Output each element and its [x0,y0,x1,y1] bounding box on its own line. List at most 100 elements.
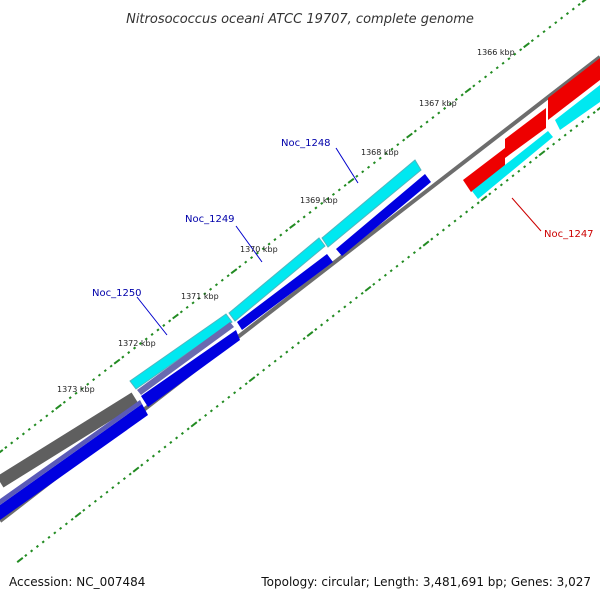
minor-tick [519,48,523,52]
minor-tick [577,3,581,7]
minor-tick [88,504,92,508]
gene-label-noc-1250: Noc_1250 [92,288,142,299]
minor-tick [150,332,154,336]
minor-tick [355,174,359,178]
minor-tick [366,165,371,169]
minor-tick [279,355,283,359]
gene-noc-1247[interactable]: Noc_1247 [463,58,600,240]
minor-tick [361,170,365,174]
minor-tick [121,355,125,359]
minor-tick [261,247,265,251]
minor-tick [162,323,166,327]
minor-tick [447,224,451,228]
minor-tick [563,133,567,137]
minor-tick [581,120,585,124]
minor-tick [476,201,480,205]
minor-tick [168,319,172,323]
minor-tick [180,431,184,435]
minor-tick [465,210,469,214]
minor-tick [92,378,96,382]
gene-label-noc-1248: Noc_1248 [281,138,331,149]
minor-tick [436,233,440,237]
minor-tick [291,346,295,350]
minor-tick [389,269,393,273]
minor-tick [314,206,318,210]
outer-tick-track [0,0,587,454]
minor-tick [511,174,515,178]
major-tick [132,466,140,473]
kbp-label: 1368 kbp [361,148,399,157]
minor-tick [214,283,219,287]
minor-tick [227,395,231,399]
gene-noc-1247-segment-b [505,108,546,158]
major-tick [190,421,198,428]
minor-tick [430,237,434,241]
minor-tick [179,310,183,314]
gene-blue-lower-band [0,404,148,520]
minor-tick [454,97,458,101]
minor-tick [267,364,271,368]
minor-tick [86,382,90,386]
minor-tick [39,418,43,422]
minor-tick [402,138,406,142]
minor-tick [244,260,248,264]
minor-tick [238,386,242,390]
minor-tick [489,70,493,74]
gene-noc-1248-leader [335,147,359,184]
minor-tick [279,233,283,237]
minor-tick [419,125,423,129]
minor-tick [390,147,394,151]
minor-tick [560,16,564,20]
gene-noc-1249-leader [235,225,263,263]
major-tick [230,268,238,275]
minor-tick [220,278,224,282]
kbp-labels: 1366 kbp 1367 kbp 1368 kbp 1369 kbp 1370… [57,48,515,394]
minor-tick [571,7,575,11]
minor-tick [542,30,546,34]
minor-tick [325,318,329,322]
minor-tick [478,79,482,83]
gene-noc-1247-leader [511,197,542,232]
minor-tick [343,305,347,309]
minor-tick [337,309,341,313]
gene-noc-1250[interactable]: Noc_1250 [92,288,240,407]
minor-tick [443,106,447,110]
major-tick [55,403,62,410]
minor-tick [156,328,160,332]
minor-tick [384,152,388,156]
minor-tick [505,178,509,182]
gene-noc-1250-cyan [129,313,233,390]
minor-tick [378,156,382,160]
major-tick [16,557,24,563]
major-tick [172,313,179,320]
major-tick [0,449,4,454]
gene-noc-1249[interactable]: Noc_1249 [185,214,333,330]
minor-tick [144,337,148,341]
minor-tick [354,296,358,300]
minor-tick [296,219,300,223]
minor-tick [256,373,260,377]
minor-tick [203,292,207,296]
minor-tick [337,188,341,192]
minor-tick [554,21,558,25]
minor-tick [64,522,68,526]
minor-tick [459,214,463,218]
minor-tick [557,138,561,142]
minor-tick [331,314,335,318]
minor-tick [331,192,336,196]
gene-blue-lower[interactable] [0,400,148,520]
minor-tick [460,93,464,97]
minor-tick [45,414,49,418]
major-tick [113,358,121,365]
minor-tick [495,66,499,70]
minor-tick [238,265,242,269]
minor-tick [285,229,289,233]
minor-tick [494,187,498,191]
gene-noc-1249-blue [237,254,333,330]
minor-tick [122,477,126,481]
gene-noc-1248[interactable]: Noc_1248 [281,138,431,256]
minor-tick [441,228,445,232]
minor-tick [197,296,201,300]
minor-tick [383,273,387,277]
